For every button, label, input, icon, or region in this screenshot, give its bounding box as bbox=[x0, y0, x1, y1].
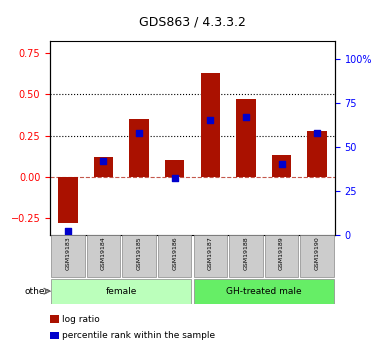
Text: percentile rank within the sample: percentile rank within the sample bbox=[62, 331, 216, 340]
Bar bbox=[122, 235, 156, 277]
Bar bbox=[129, 119, 149, 177]
Text: GSM19183: GSM19183 bbox=[65, 236, 70, 270]
Bar bbox=[236, 99, 256, 177]
Text: GH-treated male: GH-treated male bbox=[226, 287, 301, 296]
Bar bbox=[201, 73, 220, 177]
Text: log ratio: log ratio bbox=[62, 315, 100, 324]
Bar bbox=[158, 235, 191, 277]
Bar bbox=[87, 235, 120, 277]
Text: female: female bbox=[105, 287, 137, 296]
Point bbox=[100, 158, 107, 164]
Point bbox=[207, 118, 213, 123]
Text: GDS863 / 4.3.3.2: GDS863 / 4.3.3.2 bbox=[139, 16, 246, 29]
Bar bbox=[265, 235, 298, 277]
Bar bbox=[194, 279, 334, 304]
Text: GSM19184: GSM19184 bbox=[101, 236, 106, 270]
Bar bbox=[58, 177, 78, 223]
Text: GSM19187: GSM19187 bbox=[208, 236, 213, 270]
Text: GSM19189: GSM19189 bbox=[279, 236, 284, 270]
Bar bbox=[194, 235, 227, 277]
Point bbox=[243, 114, 249, 120]
Bar bbox=[229, 235, 263, 277]
Bar bbox=[51, 235, 85, 277]
Text: GSM19190: GSM19190 bbox=[315, 236, 320, 270]
Text: other: other bbox=[25, 287, 49, 296]
Point bbox=[136, 130, 142, 136]
Text: GSM19188: GSM19188 bbox=[243, 236, 248, 269]
Text: GSM19186: GSM19186 bbox=[172, 236, 177, 269]
Bar bbox=[165, 160, 184, 177]
Point bbox=[172, 176, 178, 181]
Text: GSM19185: GSM19185 bbox=[137, 236, 142, 269]
Bar bbox=[51, 279, 191, 304]
Bar bbox=[272, 155, 291, 177]
Bar bbox=[307, 130, 327, 177]
Point bbox=[314, 130, 320, 136]
Bar bbox=[300, 235, 334, 277]
Point bbox=[65, 228, 71, 234]
Point bbox=[278, 161, 285, 167]
Bar bbox=[94, 157, 113, 177]
